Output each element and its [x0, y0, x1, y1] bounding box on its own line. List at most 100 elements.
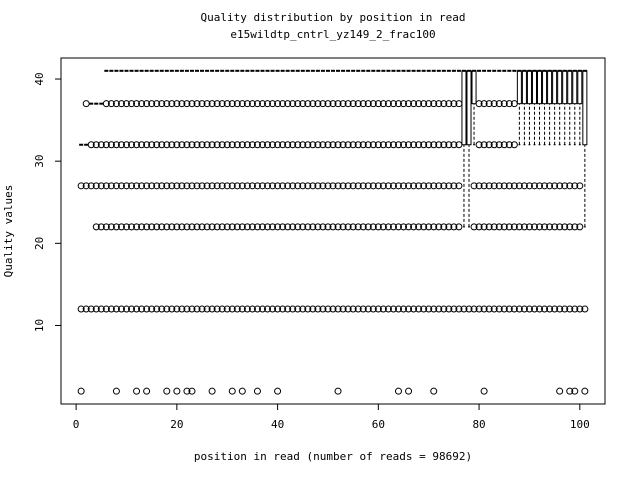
outlier [319, 141, 327, 149]
x-axis-label: position in read (number of reads = 9869… [194, 450, 472, 463]
outlier [324, 141, 332, 149]
outlier [505, 223, 513, 231]
outlier [284, 305, 292, 313]
outlier [228, 223, 236, 231]
outlier [218, 223, 226, 231]
outlier [238, 182, 246, 190]
outlier [97, 223, 105, 231]
outlier [530, 182, 538, 190]
outlier [566, 387, 574, 395]
x-tick-label: 0 [73, 418, 80, 431]
outlier [450, 100, 458, 108]
outlier [274, 100, 282, 108]
outlier [253, 305, 261, 313]
outlier [203, 141, 211, 149]
outlier [274, 387, 282, 395]
outlier [349, 141, 357, 149]
outlier [359, 305, 367, 313]
outlier [97, 141, 105, 149]
outlier [556, 387, 564, 395]
outlier [510, 182, 518, 190]
outlier [379, 305, 387, 313]
outlier [334, 182, 342, 190]
x-tick-label: 80 [472, 418, 485, 431]
outlier [228, 100, 236, 108]
outlier [183, 141, 191, 149]
outlier [163, 182, 171, 190]
outlier [284, 100, 292, 108]
outlier [384, 182, 392, 190]
outlier [384, 305, 392, 313]
outlier [107, 182, 115, 190]
outlier [410, 223, 418, 231]
outlier [92, 141, 100, 149]
outlier [314, 141, 322, 149]
outlier [299, 141, 307, 149]
outlier [102, 100, 110, 108]
outlier [541, 305, 549, 313]
outlier [193, 223, 201, 231]
outlier [561, 182, 569, 190]
outlier [354, 100, 362, 108]
outlier [329, 141, 337, 149]
outlier [299, 182, 307, 190]
outlier [223, 223, 231, 231]
outlier [379, 182, 387, 190]
outlier [389, 305, 397, 313]
outlier [354, 305, 362, 313]
outlier [294, 100, 302, 108]
outlier [485, 100, 493, 108]
outlier [107, 100, 115, 108]
outlier [97, 182, 105, 190]
outlier [500, 141, 508, 149]
outlier [198, 141, 206, 149]
outlier [410, 141, 418, 149]
outlier [122, 223, 130, 231]
outlier [163, 100, 171, 108]
outlier [133, 182, 141, 190]
outlier [485, 182, 493, 190]
outlier [218, 100, 226, 108]
outlier [294, 182, 302, 190]
outlier [173, 223, 181, 231]
outlier [143, 182, 151, 190]
outlier [258, 141, 266, 149]
outlier [415, 223, 423, 231]
outlier [193, 305, 201, 313]
outlier [415, 182, 423, 190]
outlier [485, 305, 493, 313]
outlier [258, 182, 266, 190]
outlier [475, 100, 483, 108]
outlier [359, 141, 367, 149]
outlier [364, 141, 372, 149]
outlier [133, 100, 141, 108]
outlier [269, 141, 277, 149]
outlier [329, 305, 337, 313]
outlier [425, 141, 433, 149]
outlier [243, 305, 251, 313]
outlier [117, 305, 125, 313]
outlier [122, 141, 130, 149]
outlier [193, 141, 201, 149]
outlier [188, 305, 196, 313]
outlier [400, 305, 408, 313]
outlier [82, 100, 90, 108]
outlier [394, 223, 402, 231]
outlier [128, 141, 136, 149]
outlier [384, 100, 392, 108]
x-tick-label: 20 [170, 418, 183, 431]
outlier [475, 305, 483, 313]
outlier [158, 100, 166, 108]
outlier [178, 100, 186, 108]
x-tick-label: 60 [372, 418, 385, 431]
outlier [253, 387, 261, 395]
outlier [319, 305, 327, 313]
outlier [92, 305, 100, 313]
outlier [379, 223, 387, 231]
outlier [213, 223, 221, 231]
outlier [208, 141, 216, 149]
outlier [289, 141, 297, 149]
outlier [505, 305, 513, 313]
outlier [233, 305, 241, 313]
outlier [490, 305, 498, 313]
